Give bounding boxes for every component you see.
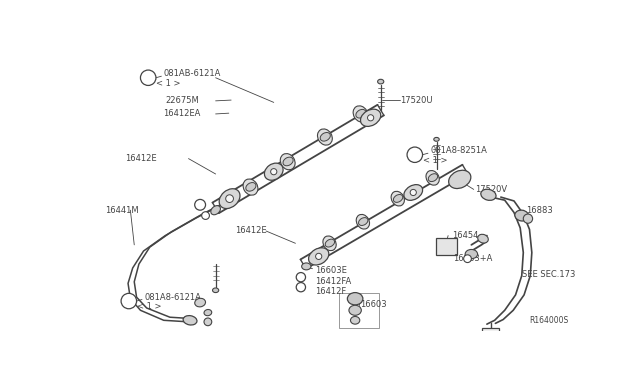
Ellipse shape — [481, 189, 496, 201]
Text: 16883: 16883 — [525, 206, 552, 215]
Text: R164000S: R164000S — [529, 316, 569, 325]
Circle shape — [524, 214, 532, 223]
Ellipse shape — [394, 195, 403, 202]
Ellipse shape — [404, 185, 422, 201]
Text: B: B — [143, 73, 148, 78]
Text: 16412EA: 16412EA — [163, 109, 200, 118]
Ellipse shape — [317, 129, 332, 145]
Ellipse shape — [264, 163, 283, 180]
Ellipse shape — [360, 109, 381, 126]
Text: 16412F: 16412F — [315, 286, 346, 295]
Text: SEE SEC.173: SEE SEC.173 — [522, 270, 575, 279]
Ellipse shape — [280, 154, 295, 170]
Circle shape — [226, 195, 234, 202]
Ellipse shape — [358, 218, 368, 225]
Ellipse shape — [378, 79, 384, 84]
Text: 16603E: 16603E — [315, 266, 347, 275]
Text: 17520U: 17520U — [400, 96, 433, 105]
Circle shape — [407, 147, 422, 163]
Text: 16412E: 16412E — [125, 154, 157, 163]
Ellipse shape — [428, 174, 438, 182]
Ellipse shape — [243, 179, 258, 195]
Ellipse shape — [391, 191, 404, 206]
Ellipse shape — [449, 170, 471, 189]
Text: < 1 >: < 1 > — [156, 78, 180, 88]
Text: < 1 >: < 1 > — [136, 302, 161, 311]
Text: 16454: 16454 — [452, 231, 478, 240]
Ellipse shape — [212, 288, 219, 293]
Bar — [436, 238, 458, 255]
Circle shape — [316, 253, 322, 260]
Ellipse shape — [323, 236, 336, 251]
Ellipse shape — [211, 206, 220, 215]
Circle shape — [296, 273, 305, 282]
Ellipse shape — [353, 106, 368, 122]
Ellipse shape — [477, 234, 488, 243]
Ellipse shape — [426, 170, 439, 185]
Text: 16412FA: 16412FA — [315, 276, 351, 286]
Text: 16603: 16603 — [360, 301, 387, 310]
Ellipse shape — [348, 293, 363, 305]
Text: 16883+A: 16883+A — [454, 254, 493, 263]
Ellipse shape — [325, 239, 335, 247]
Text: B: B — [123, 296, 129, 302]
Text: 16441M: 16441M — [105, 206, 138, 215]
Ellipse shape — [246, 183, 256, 191]
Text: 081A8-6121A: 081A8-6121A — [145, 293, 201, 302]
Ellipse shape — [204, 310, 212, 316]
Ellipse shape — [351, 317, 360, 324]
Circle shape — [463, 255, 472, 263]
Ellipse shape — [301, 263, 311, 270]
Circle shape — [296, 283, 305, 292]
Ellipse shape — [515, 210, 529, 221]
Ellipse shape — [219, 189, 240, 209]
Ellipse shape — [356, 109, 366, 118]
Text: 081AB-6121A: 081AB-6121A — [164, 70, 221, 78]
Ellipse shape — [283, 157, 293, 166]
Text: 17520V: 17520V — [476, 185, 508, 194]
Ellipse shape — [356, 214, 369, 229]
Bar — [339, 293, 379, 328]
Ellipse shape — [308, 248, 329, 265]
Ellipse shape — [465, 250, 477, 259]
Circle shape — [202, 212, 209, 219]
Text: 22675M: 22675M — [165, 96, 199, 105]
Text: 16412E: 16412E — [235, 227, 267, 235]
Circle shape — [140, 70, 156, 86]
Text: < 1 >: < 1 > — [423, 155, 448, 165]
Circle shape — [195, 199, 205, 210]
Circle shape — [410, 189, 417, 196]
Ellipse shape — [434, 137, 439, 141]
Ellipse shape — [195, 298, 205, 307]
Circle shape — [271, 169, 277, 175]
Ellipse shape — [183, 315, 197, 325]
Ellipse shape — [349, 305, 362, 315]
Text: B: B — [409, 150, 414, 155]
Bar — [482, 328, 499, 339]
Ellipse shape — [320, 132, 330, 141]
Circle shape — [204, 318, 212, 326]
Circle shape — [367, 115, 374, 121]
Circle shape — [121, 294, 136, 309]
Text: 081A8-8251A: 081A8-8251A — [430, 147, 487, 155]
